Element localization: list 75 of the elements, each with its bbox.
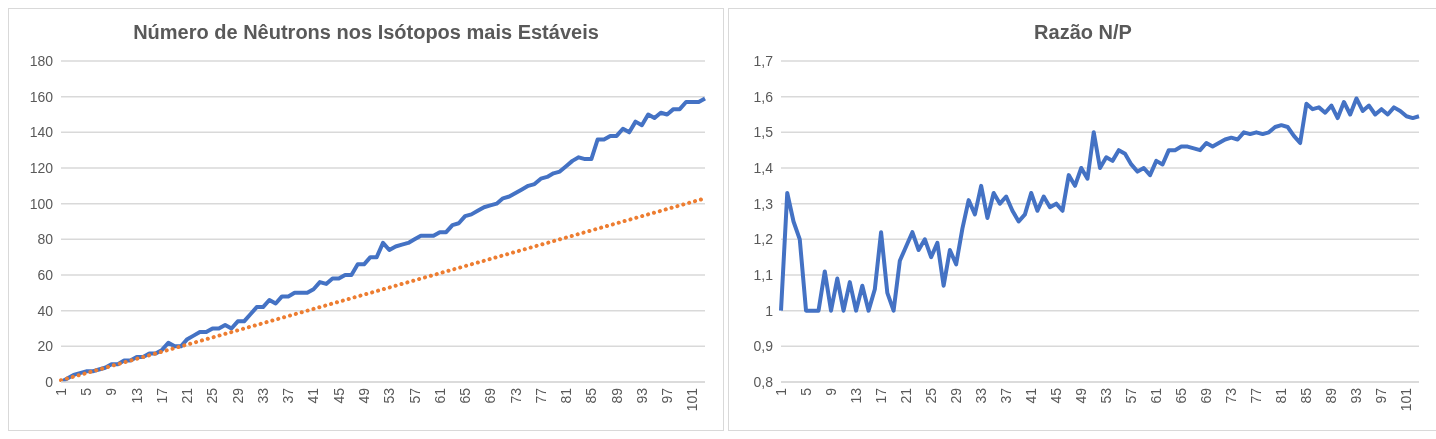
x-tick-label: 57 — [1123, 387, 1140, 404]
y-tick-label: 0,8 — [753, 373, 774, 390]
x-tick-label: 81 — [558, 387, 575, 404]
x-tick-label: 97 — [659, 387, 676, 404]
x-tick-label: 33 — [973, 387, 990, 404]
x-tick-label: 101 — [1398, 387, 1415, 412]
x-tick-label: 65 — [1173, 387, 1190, 404]
x-tick-label: 61 — [1148, 387, 1165, 404]
x-tick-label: 1 — [772, 387, 789, 396]
y-tick-label: 80 — [37, 231, 54, 248]
x-tick-label: 77 — [532, 387, 549, 404]
y-tick-label: 1 — [765, 302, 774, 319]
x-tick-label: 17 — [153, 387, 170, 404]
x-tick-label: 5 — [797, 387, 814, 396]
y-tick-label: 100 — [29, 195, 54, 212]
x-tick-label: 13 — [128, 387, 145, 404]
y-tick-label: 120 — [29, 159, 54, 176]
x-tick-label: 21 — [898, 387, 915, 404]
x-tick-label: 29 — [229, 387, 246, 404]
y-tick-label: 160 — [29, 88, 54, 105]
x-tick-label: 89 — [608, 387, 625, 404]
y-tick-label: 1,1 — [753, 266, 774, 283]
x-tick-label: 41 — [305, 387, 322, 404]
x-tick-label: 93 — [1348, 387, 1365, 404]
x-tick-label: 41 — [1023, 387, 1040, 404]
x-tick-label: 9 — [103, 387, 120, 396]
y-tick-label: 0,9 — [753, 338, 774, 355]
x-tick-label: 25 — [923, 387, 940, 404]
x-tick-label: 85 — [1298, 387, 1315, 404]
y-tick-label: 1,6 — [753, 88, 774, 105]
x-tick-label: 73 — [507, 387, 524, 404]
x-tick-label: 73 — [1223, 387, 1240, 404]
x-tick-label: 37 — [280, 387, 297, 404]
x-tick-label: 97 — [1373, 387, 1390, 404]
x-tick-label: 81 — [1273, 387, 1290, 404]
y-tick-label: 40 — [37, 302, 54, 319]
x-tick-label: 9 — [822, 387, 839, 396]
x-tick-label: 69 — [1198, 387, 1215, 404]
x-tick-label: 1 — [52, 387, 69, 396]
x-tick-label: 25 — [204, 387, 221, 404]
line-series — [779, 96, 1421, 313]
x-tick-label: 13 — [848, 387, 864, 404]
x-tick-label: 45 — [330, 387, 347, 404]
y-tick-label: 1,5 — [753, 124, 774, 141]
x-tick-label: 21 — [179, 387, 196, 404]
chart-title: Número de Nêutrons nos Isótopos mais Estáveis — [133, 21, 599, 43]
x-tick-label: 77 — [1248, 387, 1265, 404]
y-tick-label: 1,7 — [753, 52, 774, 69]
y-tick-label: 1,3 — [753, 195, 774, 212]
y-tick-label: 20 — [37, 338, 54, 355]
x-tick-label: 5 — [78, 387, 95, 396]
x-tick-label: 33 — [254, 387, 271, 404]
y-tick-label: 180 — [29, 52, 54, 69]
y-tick-label: 140 — [29, 124, 54, 141]
x-tick-label: 53 — [381, 387, 398, 404]
x-tick-label: 93 — [633, 387, 650, 404]
y-tick-label: 0 — [45, 373, 54, 390]
x-tick-label: 101 — [684, 387, 701, 412]
x-tick-label: 49 — [1073, 387, 1090, 404]
x-tick-label: 29 — [948, 387, 965, 404]
x-tick-label: 57 — [406, 387, 423, 404]
x-tick-label: 17 — [873, 387, 890, 404]
y-tick-label: 1,2 — [753, 231, 774, 248]
x-tick-label: 53 — [1098, 387, 1115, 404]
x-tick-label: 37 — [998, 387, 1015, 404]
y-tick-label: 60 — [37, 266, 54, 283]
x-tick-label: 45 — [1048, 387, 1065, 404]
x-tick-label: 65 — [457, 387, 474, 404]
x-tick-label: 69 — [482, 387, 499, 404]
chart-title: Razão N/P — [1034, 21, 1132, 43]
x-tick-label: 49 — [356, 387, 372, 404]
x-tick-label: 85 — [583, 387, 600, 404]
y-tick-label: 1,4 — [753, 159, 774, 176]
x-tick-label: 89 — [1323, 387, 1340, 404]
x-tick-label: 61 — [431, 387, 448, 404]
